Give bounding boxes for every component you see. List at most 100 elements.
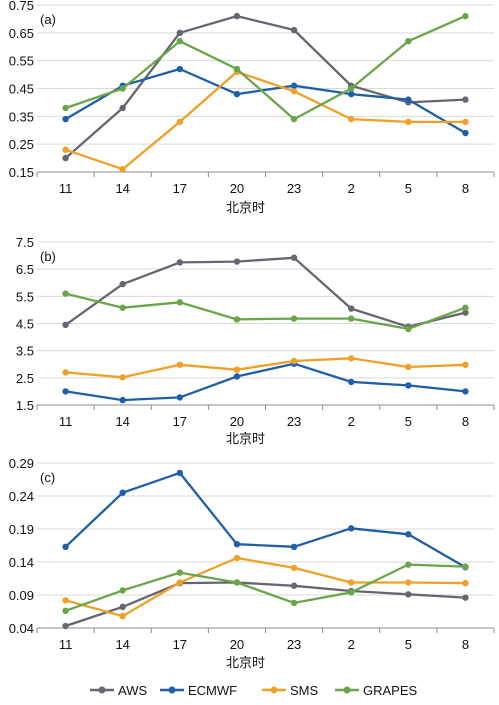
data-point-ecmwf	[405, 96, 412, 103]
x-tick-label: 2	[348, 181, 355, 196]
data-point-sms	[233, 366, 241, 373]
series-line-aws	[65, 581, 466, 628]
x-tick-label: 5	[405, 637, 412, 652]
data-point-grapes	[62, 290, 69, 297]
data-point-aws	[119, 280, 126, 288]
x-tick-label: 11	[59, 637, 73, 652]
data-point-grapes	[405, 561, 412, 568]
series-line-sms	[65, 70, 466, 171]
y-tick-label: 0.14	[9, 555, 34, 570]
y-tick-label: 0.65	[9, 26, 34, 41]
y-tick-label: 0.29	[9, 456, 34, 471]
data-point-grapes	[62, 104, 69, 112]
data-point-ecmwf	[347, 378, 355, 386]
y-tick-label: 5.5	[16, 289, 34, 304]
x-tick-label: 17	[173, 637, 187, 652]
data-point-aws	[119, 603, 126, 611]
x-axis-label: 北京时	[226, 655, 265, 670]
x-tick-label: 8	[462, 637, 469, 652]
data-point-aws	[347, 305, 355, 312]
x-tick-label: 8	[462, 181, 469, 196]
x-tick-label: 23	[287, 637, 301, 652]
data-point-grapes	[176, 569, 184, 576]
data-point-aws	[233, 12, 241, 20]
series-line-grapes	[65, 563, 466, 612]
data-point-ecmwf	[119, 396, 126, 404]
data-point-grapes	[233, 316, 241, 323]
data-point-grapes	[347, 85, 355, 92]
data-point-grapes	[62, 607, 69, 615]
panel-label: (c)	[40, 470, 55, 485]
data-point-ecmwf	[62, 388, 69, 395]
data-point-sms	[62, 597, 69, 604]
series-line-ecmwf	[65, 362, 466, 402]
y-tick-label: 2.5	[16, 371, 34, 386]
x-tick-label: 14	[115, 181, 129, 196]
x-tick-label: 8	[462, 414, 469, 429]
x-tick-label: 17	[173, 414, 187, 429]
series-line-grapes	[65, 15, 466, 121]
data-point-aws	[290, 254, 298, 261]
data-point-sms	[347, 115, 355, 123]
data-point-sms	[119, 374, 126, 381]
legend-swatch-marker	[168, 686, 176, 694]
data-point-sms	[462, 118, 469, 126]
y-tick-label: 6.5	[16, 262, 34, 277]
data-point-grapes	[290, 315, 298, 322]
data-point-grapes	[233, 579, 241, 586]
data-point-grapes	[405, 325, 412, 333]
y-tick-label: 0.55	[9, 54, 34, 69]
data-point-aws	[290, 582, 298, 589]
x-tick-label: 23	[287, 181, 301, 196]
panel-label: (a)	[40, 12, 56, 27]
x-tick-label: 5	[405, 181, 412, 196]
data-point-grapes	[233, 65, 241, 73]
data-point-sms	[176, 118, 184, 126]
series-line-sms	[65, 556, 466, 618]
series-line-grapes	[65, 292, 466, 331]
data-point-grapes	[119, 587, 126, 594]
data-point-aws	[462, 96, 469, 103]
data-point-ecmwf	[405, 382, 412, 389]
data-point-sms	[176, 361, 184, 368]
x-tick-label: 14	[115, 637, 129, 652]
y-tick-label: 0.25	[9, 137, 34, 152]
data-point-aws	[119, 104, 126, 112]
series-line-ecmwf	[64, 471, 466, 569]
data-point-sms	[405, 579, 412, 586]
data-point-sms	[233, 554, 241, 562]
data-point-ecmwf	[347, 525, 355, 532]
chart-panel-3: 0.04 0.09 0.14 0.19 0.24 0.29 11 14 17 20 23 2 5 8 北京时…	[9, 456, 495, 670]
data-point-sms	[290, 564, 298, 572]
y-tick-label: 0.75	[9, 0, 34, 13]
data-point-aws	[233, 258, 241, 265]
x-tick-label: 14	[115, 414, 129, 429]
x-tick-label: 17	[173, 181, 187, 196]
legend: AWS ECMWF SMS GRAPES	[90, 683, 418, 698]
data-point-ecmwf	[347, 90, 355, 98]
data-point-sms	[290, 88, 298, 95]
x-tick-label: 5	[405, 414, 412, 429]
data-point-grapes	[290, 115, 298, 123]
legend-swatch-marker	[270, 686, 278, 694]
legend-label: ECMWF	[188, 683, 237, 698]
data-point-ecmwf	[233, 540, 241, 548]
data-point-sms	[347, 579, 355, 586]
x-tick-label: 20	[230, 181, 244, 196]
legend-swatch-marker	[343, 686, 351, 694]
series-line-aws	[64, 256, 466, 328]
data-point-grapes	[347, 589, 355, 596]
data-point-ecmwf	[176, 394, 184, 401]
legend-item-ecmwf: ECMWF	[160, 683, 237, 698]
y-tick-label: 0.15	[9, 165, 34, 180]
data-point-sms	[462, 361, 469, 368]
data-point-ecmwf	[233, 373, 241, 380]
legend-item-sms: SMS	[262, 683, 319, 698]
data-point-ecmwf	[62, 115, 69, 123]
chart-panel-1: 0.15 0.25 0.35 0.45 0.55 0.65 0.75 11 14 17 20 23 2 5…	[9, 0, 495, 215]
data-point-grapes	[119, 85, 126, 92]
data-point-aws	[176, 259, 184, 266]
data-point-aws	[62, 321, 69, 329]
